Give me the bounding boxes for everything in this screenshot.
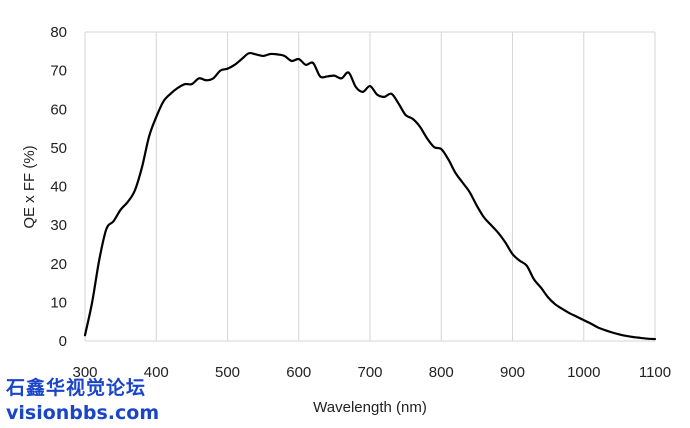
x-tick-label-2: 500 <box>215 364 240 381</box>
x-tick-label-3: 600 <box>286 364 311 381</box>
y-tick-labels: 0 10 20 30 40 50 60 70 80 <box>50 24 67 350</box>
x-axis-title: Wavelength (nm) <box>313 399 427 416</box>
x-tick-label-6: 900 <box>500 364 525 381</box>
watermark-url: visionbbs.com <box>6 402 160 424</box>
y-tick-label-8: 80 <box>50 24 67 41</box>
y-axis-title: QE x FF (%) <box>21 145 38 228</box>
x-tick-label-7: 1000 <box>567 364 600 381</box>
y-tick-label-6: 60 <box>50 101 67 118</box>
x-tick-label-8: 1100 <box>639 364 671 381</box>
y-tick-label-1: 10 <box>50 294 67 311</box>
y-tick-label-7: 70 <box>50 63 67 80</box>
x-tick-labels: 300 400 500 600 700 800 900 1000 1100 <box>72 364 671 381</box>
y-tick-label-3: 30 <box>50 217 67 234</box>
x-tick-label-4: 700 <box>357 364 382 381</box>
y-tick-label-5: 50 <box>50 140 67 157</box>
watermark-title: 石鑫华视觉论坛 <box>6 377 147 399</box>
x-tick-label-0: 300 <box>72 364 97 381</box>
grid-lines <box>84 31 656 342</box>
x-tick-label-1: 400 <box>144 364 169 381</box>
y-tick-label-0: 0 <box>59 333 67 350</box>
series-line <box>83 51 657 341</box>
y-tick-label-4: 40 <box>50 179 67 196</box>
x-tick-label-5: 800 <box>429 364 454 381</box>
y-tick-label-2: 20 <box>50 256 67 273</box>
